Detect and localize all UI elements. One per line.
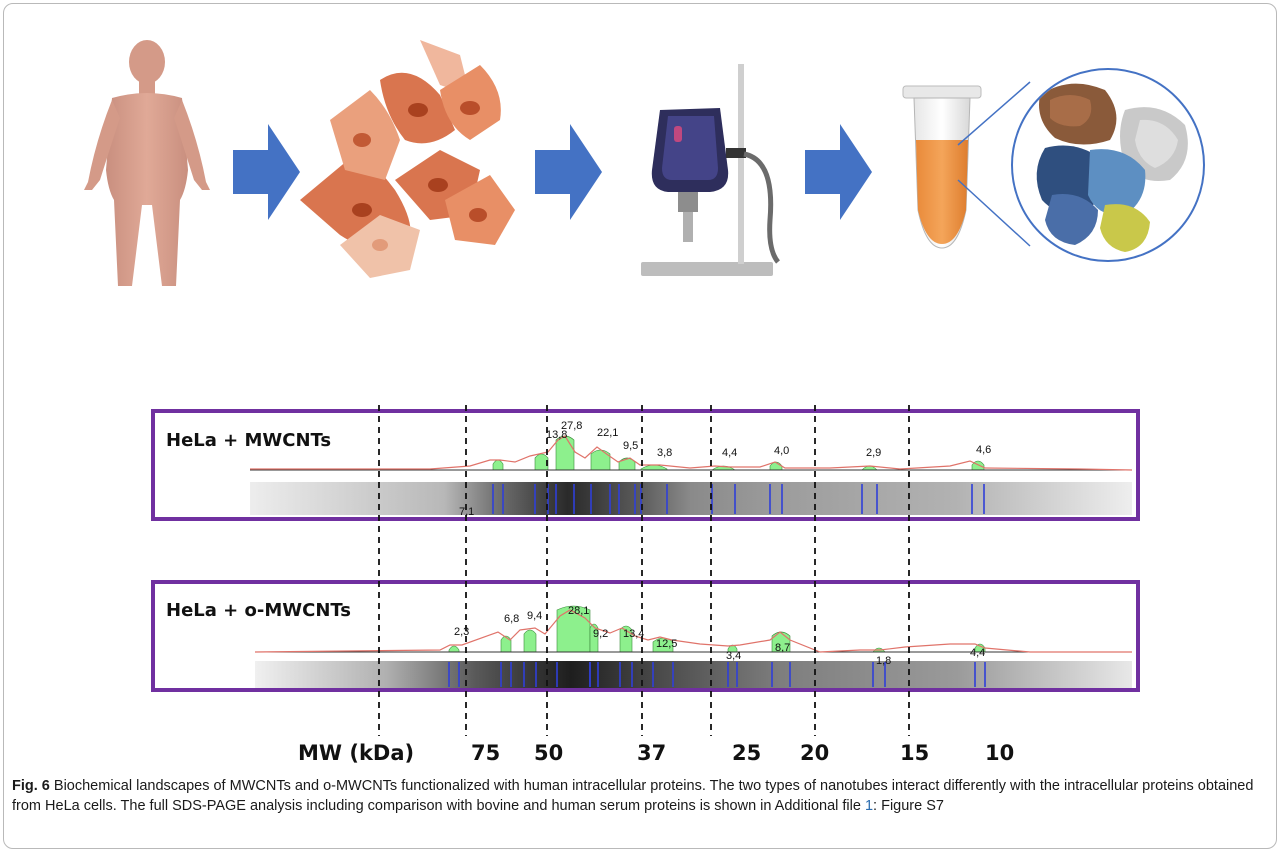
mw-axis-label: MW (kDa) <box>298 741 414 765</box>
peak-area <box>500 635 512 653</box>
peak-label: 7,1 <box>459 506 474 518</box>
peak-area <box>448 645 460 653</box>
mw-marker-label: 37 <box>637 741 666 765</box>
mw-marker-label: 25 <box>732 741 761 765</box>
peak-label: 9,4 <box>527 610 542 622</box>
peak-label: 27,8 <box>561 420 582 432</box>
intensity-profile <box>250 435 1133 471</box>
gel-lane <box>255 661 1132 688</box>
figure-frame <box>3 3 1277 849</box>
mw-marker-lines <box>378 405 910 736</box>
tube-with-proteins-icon <box>902 68 1205 262</box>
peak-label: 6,8 <box>504 613 519 625</box>
figure-caption: Fig. 6 Biochemical landscapes of MWCNTs … <box>12 776 1274 816</box>
peak-label: 1,8 <box>876 655 891 667</box>
peak-label: 12,5 <box>656 638 677 650</box>
peak-label: 13,4 <box>623 628 644 640</box>
sds-page-densitometry: HeLa + MWCNTs 7,1 13,827,8 22,1 9,5 3,8 4,4 4,… <box>151 405 1140 765</box>
peak-area <box>556 605 591 653</box>
figure-label: Fig. 6 <box>12 778 50 794</box>
peak-label: 4,4 <box>722 447 737 459</box>
arrow-icon <box>233 124 300 220</box>
additional-file-link[interactable]: 1 <box>864 798 874 814</box>
workflow-illustration <box>84 40 1205 286</box>
panel-title: HeLa + o-MWCNTs <box>166 600 351 621</box>
peak-label: 9,2 <box>593 628 608 640</box>
gel-lane <box>250 482 1132 515</box>
mw-marker-label: 75 <box>471 741 500 765</box>
peak-area <box>534 453 549 471</box>
panel-mwcnts: HeLa + MWCNTs 7,1 13,827,8 22,1 9,5 3,8 4,4 4,… <box>151 409 1140 521</box>
sonicator-icon <box>641 64 781 276</box>
peak-label: 4,0 <box>774 445 789 457</box>
mw-marker-label: 20 <box>800 741 829 765</box>
mw-marker-label: 15 <box>900 741 929 765</box>
panel-title: HeLa + MWCNTs <box>166 430 331 451</box>
mw-marker-label: 50 <box>534 741 563 765</box>
intensity-profile <box>254 609 1132 653</box>
human-body-icon <box>84 40 210 286</box>
peak-label: 2,9 <box>866 447 881 459</box>
peak-label: 4,6 <box>976 444 991 456</box>
peak-label: 28,1 <box>568 605 589 617</box>
peak-area <box>590 449 611 471</box>
peak-area <box>589 623 599 653</box>
peak-label: 2,3 <box>454 626 469 638</box>
peak-area <box>523 629 537 653</box>
panel-o-mwcnts: HeLa + o-MWCNTs 2,3 6,8 9,4 28,1 9,2 13,4 12,5… <box>151 580 1140 692</box>
mw-marker-label: 10 <box>985 741 1014 765</box>
peak-label: 9,5 <box>623 440 638 452</box>
peak-label: 13,8 <box>546 429 567 441</box>
caption-text: Biochemical landscapes of MWCNTs and o-M… <box>12 778 1254 814</box>
arrow-icon <box>805 124 872 220</box>
arrow-icon <box>535 124 602 220</box>
peak-area <box>555 435 575 471</box>
peak-label: 3,8 <box>657 447 672 459</box>
hela-cells-icon <box>300 40 515 278</box>
caption-text-end: : Figure S7 <box>873 798 944 814</box>
peak-label: 3,4 <box>726 650 741 662</box>
peak-label: 8,7 <box>775 642 790 654</box>
peak-label: 22,1 <box>597 427 618 439</box>
peak-label: 4,4 <box>970 647 985 659</box>
